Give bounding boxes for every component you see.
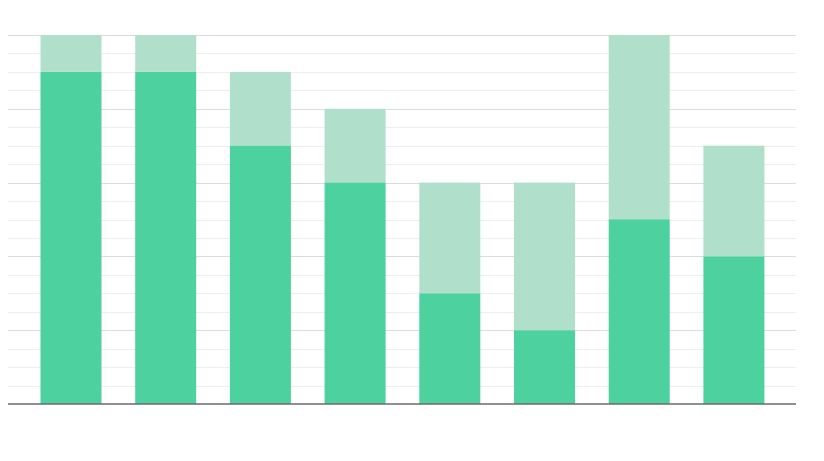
bar-segment-series1-col1	[40, 71, 102, 405]
bar-segment-series2-col4	[324, 108, 386, 183]
bar-segment-series1-col7	[608, 219, 670, 404]
bar-segment-series1-col8	[703, 256, 765, 404]
bar-segment-series2-col8	[703, 145, 765, 257]
bar-segment-series1-col2	[135, 71, 197, 405]
bar-segment-series2-col7	[608, 35, 670, 220]
bars-layer	[40, 35, 765, 405]
bar-segment-series2-col3	[229, 71, 291, 146]
bar-segment-series1-col6	[514, 330, 575, 404]
bar-segment-series1-col4	[324, 182, 386, 404]
bar-segment-series1-col5	[419, 293, 481, 404]
bar-segment-series2-col2	[135, 35, 197, 72]
grid-layer	[8, 35, 796, 387]
bar-segment-series2-col6	[514, 182, 575, 331]
bar-segment-series2-col5	[419, 182, 481, 294]
bar-segment-series1-col3	[229, 145, 291, 404]
bar-segment-series2-col1	[40, 35, 102, 72]
